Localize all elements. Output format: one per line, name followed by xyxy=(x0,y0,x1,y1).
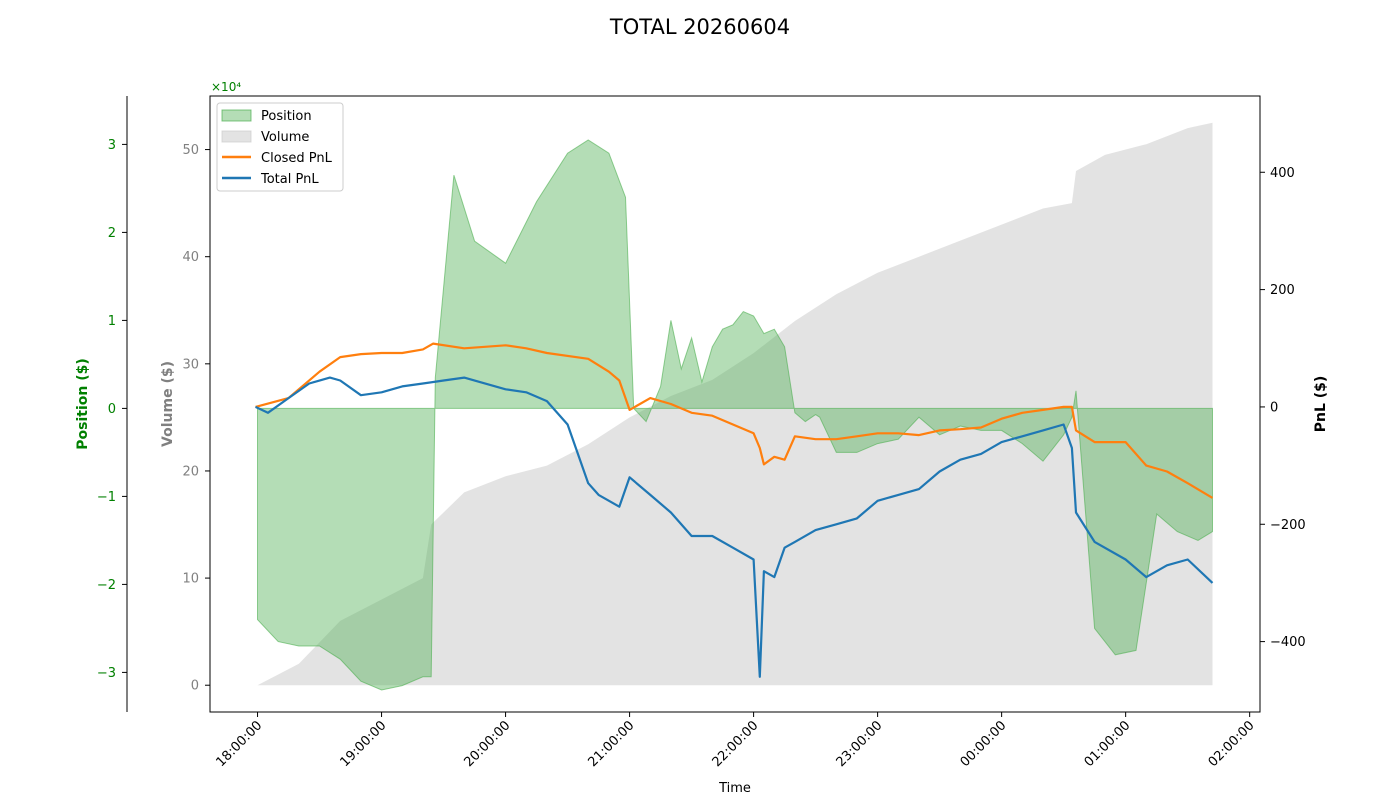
x-tick-label: 18:00:00 xyxy=(213,718,265,770)
position-axis-multiplier: ×10⁴ xyxy=(211,80,241,94)
legend-label-volume: Volume xyxy=(261,130,309,145)
x-tick-label: 02:00:00 xyxy=(1206,718,1258,770)
x-tick-label: 23:00:00 xyxy=(834,718,886,770)
position-tick-label: 1 xyxy=(108,314,116,329)
pnl-tick-label: 200 xyxy=(1270,283,1295,298)
position-tick-label: −1 xyxy=(97,490,116,505)
x-tick-label: 21:00:00 xyxy=(586,718,638,770)
total-pnl-line xyxy=(255,376,1214,678)
x-tick-label: 00:00:00 xyxy=(958,718,1010,770)
plot-frame xyxy=(209,95,1261,713)
position-tick-label: −3 xyxy=(97,666,116,681)
position-tick-label: 0 xyxy=(108,402,116,417)
volume-tick-label: 20 xyxy=(182,464,199,479)
volume-tick-label: 50 xyxy=(182,143,199,158)
position-axis-label: Position ($) xyxy=(75,358,91,450)
position-area xyxy=(257,139,1213,691)
position-tick-label: 2 xyxy=(108,226,116,241)
x-axis-label: Time xyxy=(718,781,751,796)
pnl-tick-label: −400 xyxy=(1270,635,1306,650)
legend-swatch-position xyxy=(221,109,252,122)
pnl-tick-label: 400 xyxy=(1270,166,1295,181)
pnl-axis-label: PnL ($) xyxy=(1313,376,1329,433)
plot-area xyxy=(255,122,1214,691)
volume-tick-label: 30 xyxy=(182,357,199,372)
pnl-tick-label: −200 xyxy=(1270,518,1306,533)
closed-pnl-line xyxy=(255,342,1214,499)
position-tick-label: −2 xyxy=(97,578,116,593)
volume-axis-label: Volume ($) xyxy=(160,361,176,447)
legend-swatch-volume xyxy=(221,130,252,143)
position-tick-label: 3 xyxy=(108,138,116,153)
pnl-tick-label: 0 xyxy=(1270,400,1278,415)
legend: Position Volume Closed PnL Total PnL xyxy=(216,102,344,192)
volume-tick-label: 0 xyxy=(191,679,199,694)
chart-title: TOTAL 20260604 xyxy=(609,15,790,39)
x-tick-label: 20:00:00 xyxy=(462,718,514,770)
legend-label-closed-pnl: Closed PnL xyxy=(261,151,333,166)
x-tick-label: 19:00:00 xyxy=(337,718,389,770)
volume-tick-label: 40 xyxy=(182,250,199,265)
legend-label-total-pnl: Total PnL xyxy=(260,172,319,187)
x-tick-label: 22:00:00 xyxy=(710,718,762,770)
x-tick-label: 01:00:00 xyxy=(1082,718,1134,770)
volume-tick-label: 10 xyxy=(182,572,199,587)
volume-area xyxy=(257,122,1213,686)
legend-label-position: Position xyxy=(261,109,312,124)
legend-box xyxy=(216,102,344,192)
